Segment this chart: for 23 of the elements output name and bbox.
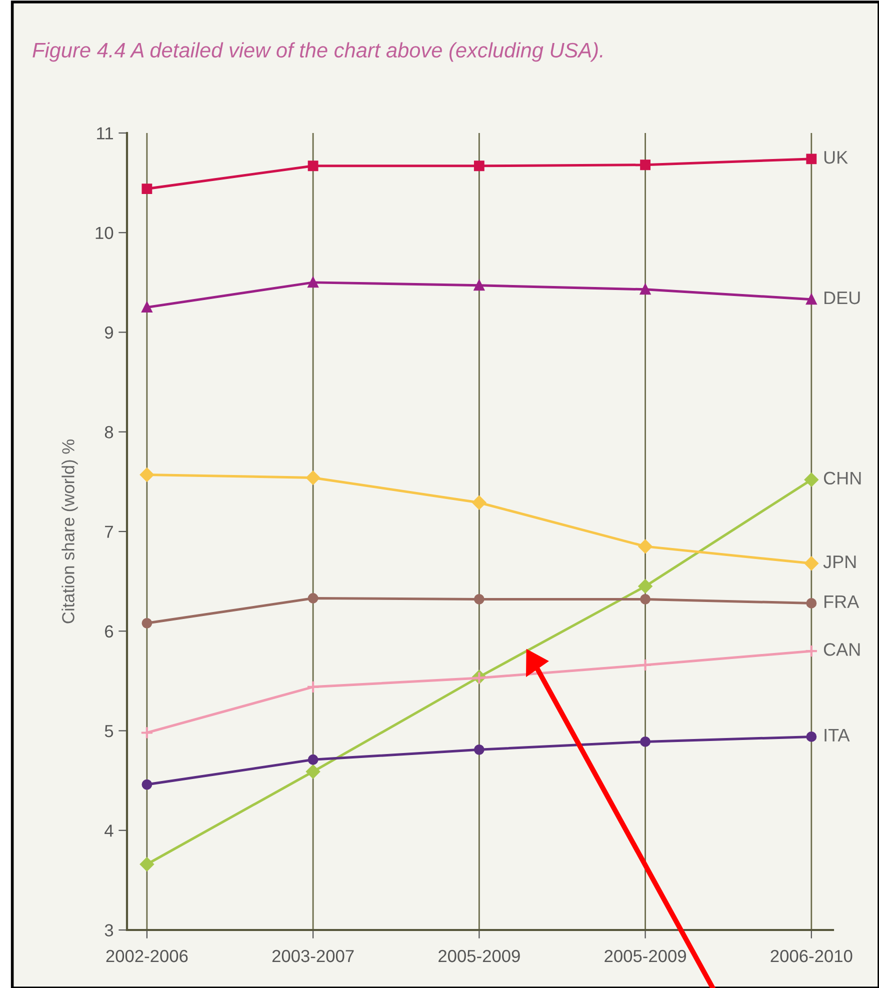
y-axis-title: Citation share (world) % [62, 439, 78, 624]
series-label: ITA [824, 728, 850, 742]
y-tick-label: 6 [105, 625, 114, 638]
series-label: CAN [824, 643, 860, 656]
x-tick-label: 2002-2006 [106, 950, 188, 962]
series-label: DEU [824, 292, 860, 304]
chart-title: Figure 4.4 A detailed view of the chart above (excluding USA). [32, 42, 602, 62]
x-tick-label: 2005-2009 [438, 950, 520, 962]
x-tick-label: 2005-2009 [604, 950, 686, 962]
series-label: UK [824, 151, 848, 164]
y-tick-label: 9 [104, 326, 113, 339]
series-label: JPN [823, 556, 856, 568]
x-tick-label: 2003-2007 [272, 950, 354, 962]
y-tick-label: 7 [105, 526, 113, 538]
y-tick-label: 8 [104, 426, 114, 438]
x-tick-label: 2006-2010 [770, 950, 852, 962]
series-label: FRA [824, 595, 860, 608]
series-label: CHN [824, 472, 861, 485]
y-tick-label: 11 [97, 127, 113, 140]
y-tick-label: 5 [104, 725, 114, 738]
y-tick-label: 10 [96, 226, 114, 240]
y-tick-label: 4 [104, 824, 114, 837]
y-tick-label: 3 [104, 924, 114, 936]
